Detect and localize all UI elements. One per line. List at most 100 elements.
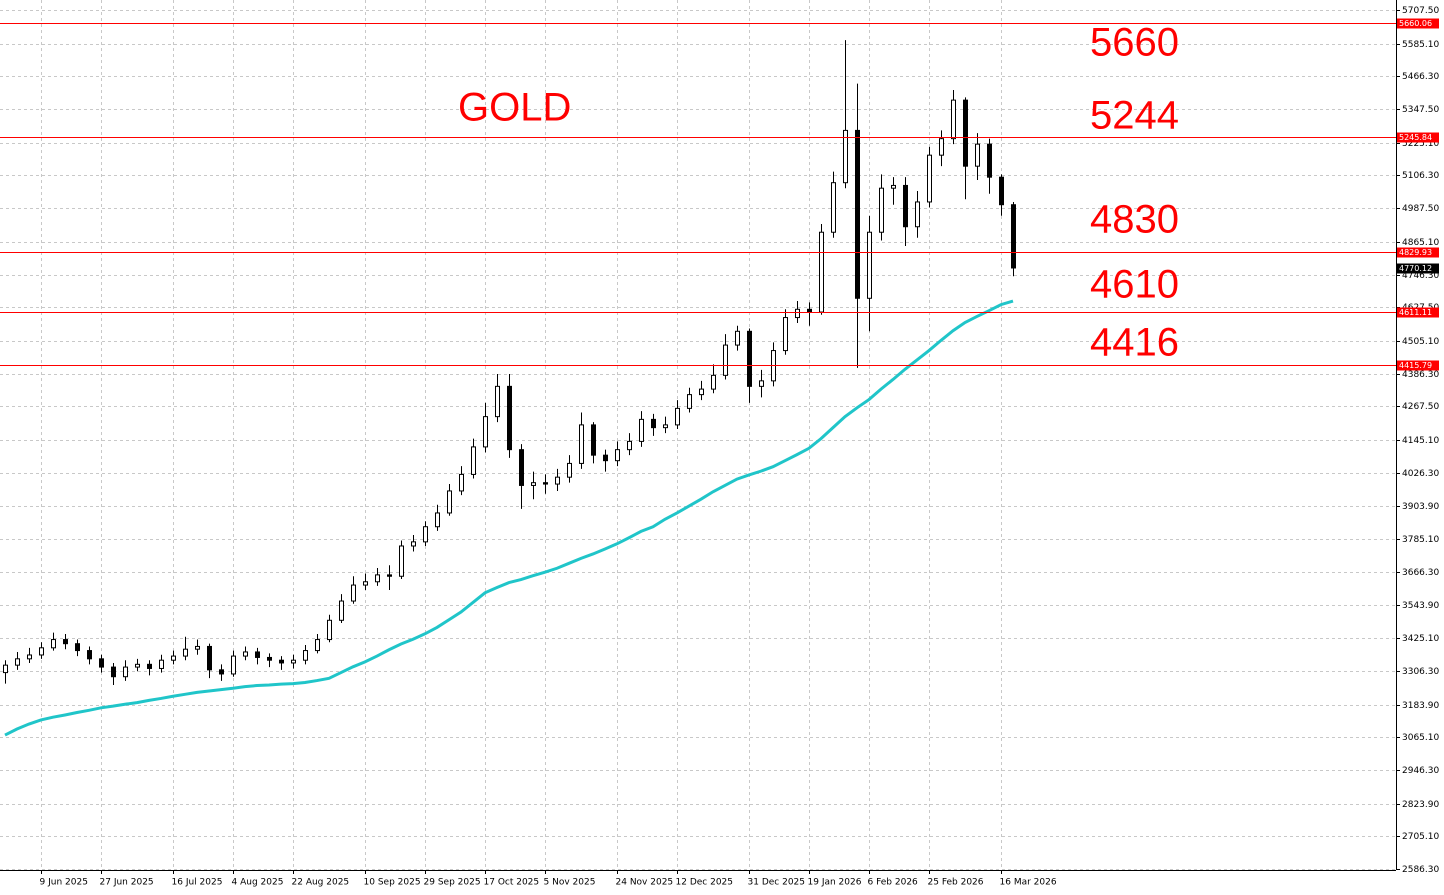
candle-body — [123, 666, 128, 678]
candle-body — [219, 669, 224, 675]
y-tick-label: 3666.30 — [1402, 568, 1439, 578]
x-tick-label: 16 Jul 2025 — [172, 878, 223, 888]
y-tick-label: 5585.10 — [1402, 40, 1439, 50]
y-tick-label: 3183.90 — [1402, 701, 1439, 711]
candle-body — [183, 648, 188, 657]
candle-body — [279, 659, 284, 664]
annotation: 4610 — [1090, 263, 1179, 307]
candle-body — [711, 374, 716, 390]
candle-body — [675, 407, 680, 426]
candle-body — [15, 658, 20, 666]
y-tick-label: 4386.30 — [1402, 370, 1439, 380]
x-tick-label: 24 Nov 2025 — [616, 878, 674, 888]
candle-body — [651, 418, 656, 429]
candle-body — [495, 385, 500, 418]
y-tick-label: 5707.50 — [1402, 6, 1439, 16]
candle-body — [639, 418, 644, 442]
level-tag — [1397, 18, 1439, 29]
candle-body — [231, 655, 236, 675]
annotation: 5244 — [1090, 94, 1179, 138]
candle-body — [3, 664, 8, 674]
y-tick-label: 3903.90 — [1402, 502, 1439, 512]
candle-body — [147, 663, 152, 669]
axes: 5707.50 5585.10 5466.30 5347.50 5225.10 5106.… — [40, 6, 1440, 888]
candle-body — [759, 380, 764, 387]
candle-body — [459, 473, 464, 492]
candle-body — [315, 639, 320, 652]
level-tag-label: 5660.06 — [1399, 19, 1432, 28]
candle-body — [375, 574, 380, 583]
candle-body — [795, 308, 800, 319]
candle-body — [867, 231, 872, 299]
candle-body — [411, 541, 416, 547]
candle-body — [111, 666, 116, 678]
x-tick-label: 27 Jun 2025 — [100, 878, 154, 888]
x-tick-label: 19 Jan 2026 — [808, 878, 862, 888]
y-tick-label: 5466.30 — [1402, 72, 1439, 82]
level-tag-label: 4829.93 — [1399, 248, 1432, 257]
candle-body — [963, 99, 968, 167]
y-tick-label: 2705.10 — [1402, 832, 1439, 842]
candle-body — [879, 187, 884, 233]
candle-body — [387, 574, 392, 577]
y-tick-label: 4026.30 — [1402, 469, 1439, 479]
candle-body — [327, 619, 332, 641]
candle-body — [663, 424, 668, 429]
price-tag — [1397, 263, 1439, 274]
candle-body — [627, 440, 632, 451]
candle-body — [915, 201, 920, 228]
candle-body — [87, 650, 92, 660]
candle-body — [615, 449, 620, 462]
grid — [0, 0, 1396, 870]
moving-average — [4, 299, 1014, 737]
y-tick-label: 3785.10 — [1402, 535, 1439, 545]
y-tick-label: 4267.50 — [1402, 402, 1439, 412]
candle-body — [999, 176, 1004, 206]
x-tick-label: 4 Aug 2025 — [232, 878, 284, 888]
candle-body — [39, 647, 44, 656]
candle-body — [423, 526, 428, 543]
candle-body — [891, 184, 896, 189]
x-tick-label: 31 Dec 2025 — [748, 878, 806, 888]
x-tick-label: 17 Oct 2025 — [484, 878, 540, 888]
candle-body — [831, 182, 836, 233]
candle-body — [783, 317, 788, 352]
candle-body — [447, 490, 452, 514]
candle-body — [843, 129, 848, 184]
candle-body — [291, 659, 296, 664]
level-tag-label: 4611.11 — [1399, 308, 1432, 317]
y-tick-label: 3425.10 — [1402, 634, 1439, 644]
candle-body — [951, 99, 956, 140]
candle-body — [99, 658, 104, 668]
y-tick-label: 2586.30 — [1402, 865, 1439, 875]
candle-body — [507, 385, 512, 451]
x-tick-label: 12 Dec 2025 — [676, 878, 734, 888]
candle-body — [63, 639, 68, 645]
x-tick-label: 5 Nov 2025 — [544, 878, 596, 888]
y-tick-label: 4746.30 — [1402, 271, 1439, 281]
candle-body — [351, 584, 356, 602]
x-tick-label: 9 Jun 2025 — [40, 878, 88, 888]
candle-body — [399, 545, 404, 577]
y-tick-label: 3065.10 — [1402, 733, 1439, 743]
candle-body — [555, 476, 560, 485]
candle-body — [243, 651, 248, 657]
candle-body — [1011, 204, 1016, 269]
candle-body — [543, 482, 548, 485]
marks: GOLD 5660 5244 4830 4610 4416 — [0, 21, 1396, 737]
candle-body — [579, 424, 584, 464]
candle-body — [519, 449, 524, 486]
x-tick-label: 22 Aug 2025 — [292, 878, 350, 888]
candle-body — [27, 654, 32, 660]
candle-body — [927, 154, 932, 203]
candle-body — [735, 330, 740, 346]
x-tick-label: 6 Feb 2026 — [868, 878, 919, 888]
candle-body — [987, 143, 992, 178]
y-tick-label: 3543.90 — [1402, 601, 1439, 611]
candle-body — [267, 656, 272, 661]
candle-body — [195, 645, 200, 650]
candle-body — [603, 454, 608, 462]
annotation: 4416 — [1090, 321, 1179, 365]
level-tag — [1397, 247, 1439, 258]
